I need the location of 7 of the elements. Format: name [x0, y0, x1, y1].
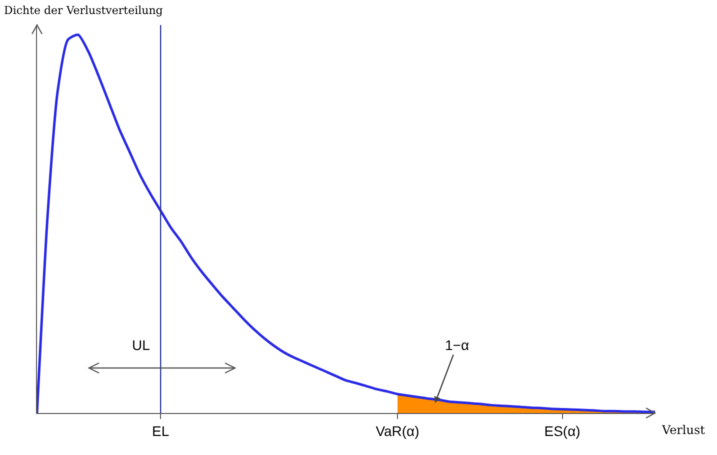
x-axis-title: Verlust [661, 423, 706, 437]
x-tick-label: VaR(α) [376, 422, 420, 439]
y-axis-title: Dichte der Verlustverteilung [4, 4, 163, 17]
annotation: 1−α [445, 337, 470, 353]
x-tick-label: ES(α) [544, 422, 580, 439]
x-tick-label: EL [152, 422, 170, 439]
annotation: UL [132, 337, 150, 353]
